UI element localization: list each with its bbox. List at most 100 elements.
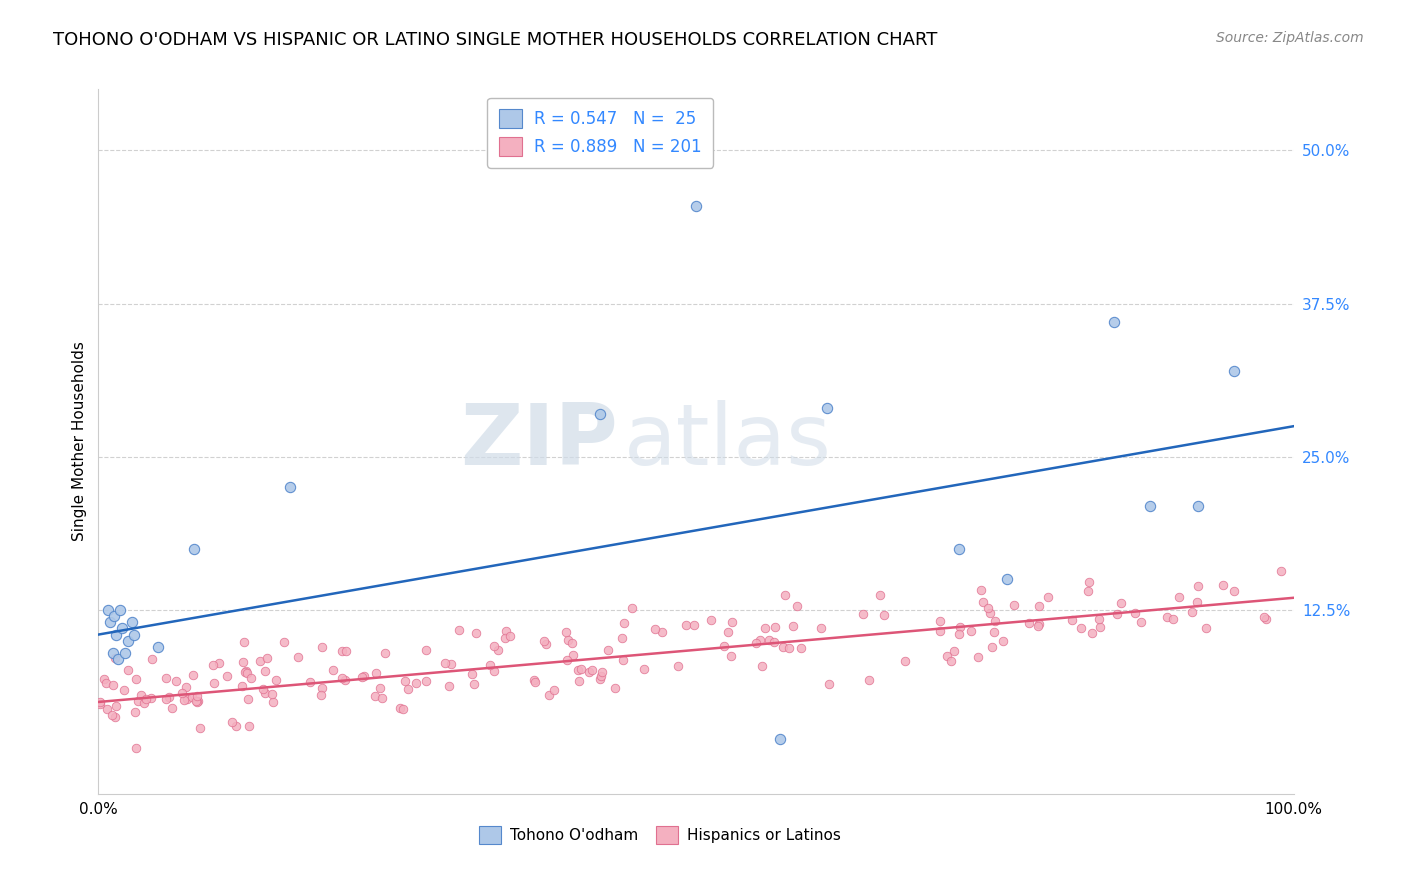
Point: [184, 694, 207, 708]
Point: [350, 670, 373, 684]
Point: [256, 650, 278, 665]
Point: [233, 635, 256, 649]
Point: [101, 678, 124, 692]
Point: [967, 650, 990, 665]
Point: [208, 657, 231, 671]
Point: [984, 614, 1007, 628]
Point: [567, 663, 589, 677]
Point: [1161, 611, 1184, 625]
Point: [555, 624, 578, 639]
Point: [89, 695, 111, 709]
Point: [391, 701, 413, 715]
Point: [983, 625, 1005, 640]
Point: [763, 620, 786, 634]
Point: [465, 625, 488, 640]
Point: [311, 681, 333, 696]
Point: [117, 663, 139, 677]
Point: [1036, 590, 1059, 604]
Point: [111, 622, 134, 636]
Point: [112, 683, 135, 698]
Text: TOHONO O'ODHAM VS HISPANIC OR LATINO SINGLE MOTHER HOUSEHOLDS CORRELATION CHART: TOHONO O'ODHAM VS HISPANIC OR LATINO SIN…: [53, 31, 938, 49]
Point: [972, 595, 994, 609]
Point: [721, 615, 744, 629]
Point: [1212, 578, 1234, 592]
Point: [598, 643, 620, 657]
Point: [720, 648, 742, 663]
Point: [1026, 619, 1049, 633]
Point: [1088, 620, 1111, 634]
Point: [103, 609, 125, 624]
Point: [818, 677, 841, 691]
Point: [943, 644, 966, 658]
Point: [433, 656, 456, 670]
Point: [772, 640, 794, 654]
Point: [333, 673, 356, 687]
Point: [1139, 499, 1161, 513]
Point: [773, 588, 796, 602]
Point: [534, 636, 557, 650]
Point: [1123, 606, 1146, 620]
Point: [114, 646, 136, 660]
Point: [495, 624, 517, 638]
Point: [101, 646, 124, 660]
Point: [591, 665, 613, 680]
Point: [135, 691, 157, 706]
Point: [1018, 615, 1040, 630]
Point: [449, 623, 471, 637]
Point: [685, 199, 707, 213]
Point: [1181, 605, 1204, 619]
Point: [1104, 315, 1126, 329]
Point: [368, 681, 391, 696]
Point: [129, 688, 152, 702]
Point: [173, 693, 195, 707]
Point: [125, 673, 148, 687]
Point: [555, 653, 578, 667]
Point: [98, 615, 122, 630]
Point: [252, 681, 274, 696]
Point: [700, 613, 723, 627]
Point: [980, 640, 1002, 654]
Point: [139, 690, 162, 705]
Point: [873, 608, 896, 623]
Point: [148, 640, 170, 654]
Point: [1168, 590, 1191, 604]
Point: [1070, 621, 1092, 635]
Point: [440, 657, 463, 672]
Point: [581, 663, 603, 677]
Point: [1088, 612, 1111, 626]
Point: [141, 652, 163, 666]
Point: [1081, 625, 1104, 640]
Point: [644, 623, 666, 637]
Point: [371, 691, 394, 706]
Point: [852, 607, 875, 621]
Point: [1078, 574, 1101, 589]
Point: [186, 695, 208, 709]
Point: [523, 673, 546, 687]
Point: [181, 667, 204, 681]
Point: [264, 673, 287, 687]
Point: [94, 675, 117, 690]
Point: [589, 669, 612, 683]
Point: [768, 731, 790, 746]
Point: [309, 688, 332, 702]
Point: [125, 740, 148, 755]
Point: [437, 679, 460, 693]
Point: [187, 694, 209, 708]
Point: [1156, 610, 1178, 624]
Point: [977, 601, 1000, 615]
Point: [1223, 584, 1246, 599]
Point: [96, 702, 118, 716]
Point: [160, 700, 183, 714]
Point: [858, 673, 880, 687]
Point: [202, 657, 225, 672]
Point: [396, 681, 419, 696]
Point: [394, 674, 416, 689]
Point: [589, 672, 612, 686]
Point: [104, 651, 127, 665]
Point: [499, 629, 522, 643]
Legend: R = 0.547   N =  25, R = 0.889   N = 201: R = 0.547 N = 25, R = 0.889 N = 201: [488, 97, 713, 168]
Point: [1223, 364, 1246, 378]
Point: [543, 682, 565, 697]
Point: [763, 635, 786, 649]
Point: [170, 686, 193, 700]
